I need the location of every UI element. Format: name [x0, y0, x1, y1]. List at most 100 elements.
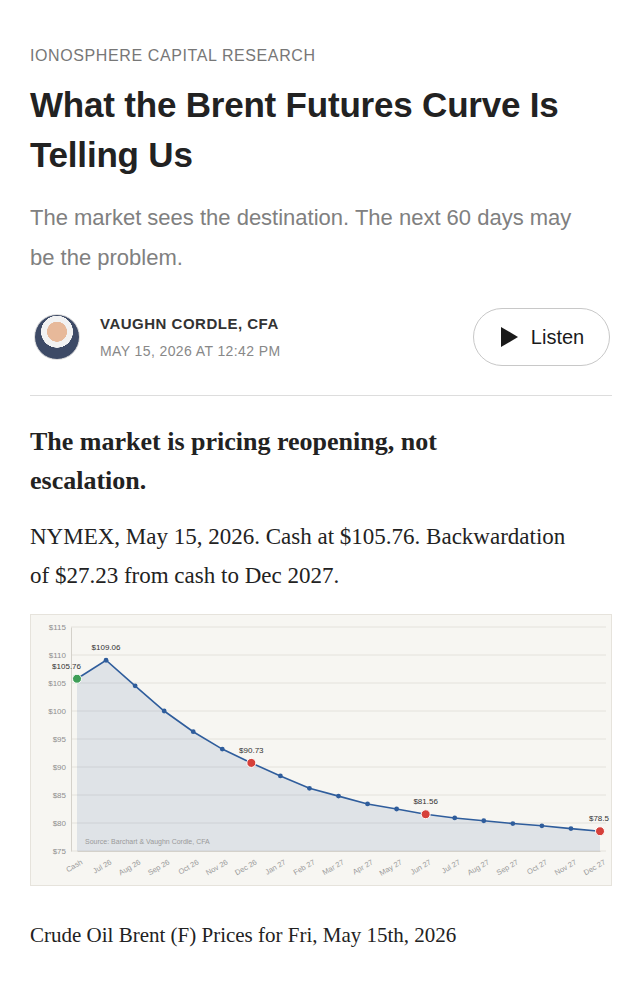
point [191, 729, 196, 734]
y-axis: $75$80$85$90$95$100$105$110$115 [48, 623, 71, 856]
x-tick: Cash [64, 851, 84, 874]
highlight-point [247, 758, 256, 767]
point [220, 747, 225, 752]
x-tick-label: Jul 27 [440, 858, 462, 876]
x-tick-label: Mar 27 [321, 858, 346, 877]
x-tick: Aug 27 [466, 851, 491, 877]
data-label: $109.06 [92, 643, 121, 652]
point [452, 816, 457, 821]
play-triangle[interactable] [501, 327, 518, 347]
data-labels: $105.76 $109.06 $90.73 $81.56 $78.5 [52, 643, 609, 823]
data-label: $90.73 [239, 746, 264, 755]
x-tick-label: Nov 26 [204, 858, 229, 878]
data-label: $105.76 [52, 662, 81, 671]
x-tick-label: Nov 27 [553, 858, 578, 878]
grid-line [71, 683, 606, 684]
x-tick-label: May 27 [378, 858, 404, 878]
y-tick: $95 [53, 735, 71, 744]
y-tick-label: $85 [53, 791, 67, 800]
x-tick: Feb 27 [292, 851, 317, 877]
y-tick: $105 [48, 679, 71, 688]
y-tick: $80 [53, 819, 71, 828]
x-tick: Oct 26 [177, 851, 201, 876]
y-tick-label: $95 [53, 735, 67, 744]
y-tick: $75 [53, 847, 71, 856]
x-tick-label: Dec 27 [582, 858, 607, 878]
area-fill [77, 660, 600, 851]
publication: IONOSPHERE CAPITAL RESEARCH [30, 47, 316, 65]
data-label: $81.56 [413, 797, 438, 806]
divider [30, 395, 612, 396]
y-tick: $90 [53, 763, 71, 772]
x-tick: Jul 26 [91, 851, 113, 875]
point [569, 826, 574, 831]
x-tick-label: Jun 27 [409, 858, 433, 877]
x-tick-label: Feb 27 [292, 858, 317, 877]
y-tick-label: $90 [53, 763, 67, 772]
x-tick-label: Jul 26 [91, 858, 113, 876]
point [394, 807, 399, 812]
y-tick: $110 [49, 651, 71, 660]
y-tick-label: $100 [48, 707, 66, 716]
x-tick: Jul 27 [440, 851, 462, 875]
x-tick: Apr 27 [351, 851, 375, 876]
chart-background [31, 615, 612, 886]
chart: $75$80$85$90$95$100$105$110$115CashJul 2… [30, 614, 612, 886]
point [133, 683, 138, 688]
x-tick: Nov 26 [204, 851, 229, 877]
x-axis: Cash Jul 26Aug 26Sep 26 Oct 26Nov 26Dec 26… [64, 851, 607, 878]
x-tick-label: Cash [64, 858, 84, 875]
x-tick: Sep 27 [495, 851, 520, 877]
y-tick-label: $105 [48, 679, 66, 688]
x-tick: Aug 26 [117, 851, 142, 877]
play-icon[interactable] [499, 326, 519, 348]
point [336, 794, 341, 799]
x-tick-label: Oct 26 [177, 858, 201, 877]
listen-label[interactable]: Listen [531, 326, 584, 349]
point [365, 802, 370, 807]
y-tick: $100 [48, 707, 71, 716]
point [278, 774, 283, 779]
subtitle: The market sees the destination. The nex… [30, 198, 600, 278]
highlight-point [421, 810, 430, 819]
highlight-point [73, 674, 82, 683]
grid-line [71, 627, 606, 628]
x-tick: Sep 26 [146, 851, 171, 877]
y-tick-label: $75 [53, 847, 67, 856]
author-avatar [34, 314, 80, 360]
x-tick: Jun 27 [409, 851, 433, 877]
source-note: Source: Barchart & Vaughn Cordle, CFA [85, 838, 210, 846]
x-tick: Nov 27 [553, 851, 578, 877]
point [162, 709, 167, 714]
x-tick-label: Dec 26 [233, 858, 258, 878]
x-tick: Jan 27 [263, 851, 287, 877]
x-tick: Oct 27 [525, 851, 549, 876]
x-tick-label: Sep 27 [495, 858, 520, 878]
x-tick-label: Aug 27 [466, 858, 491, 878]
data-label: $78.5 [589, 814, 610, 823]
listen-button[interactable]: Listen [473, 308, 610, 366]
x-tick: Dec 26 [233, 851, 258, 877]
x-tick-label: Apr 27 [351, 858, 375, 877]
y-tick-label: $110 [49, 651, 67, 660]
point [510, 821, 515, 826]
x-tick: Dec 27 [582, 851, 607, 877]
highlight-point [596, 827, 605, 836]
plot-area [73, 658, 605, 851]
point [539, 823, 544, 828]
x-tick-label: Aug 26 [117, 858, 142, 878]
y-tick-label: $80 [53, 819, 67, 828]
x-tick: May 27 [378, 851, 404, 878]
x-tick: Mar 27 [321, 851, 346, 877]
y-tick: $85 [53, 791, 71, 800]
paragraph: NYMEX, May 15, 2026. Cash at $105.76. Ba… [30, 517, 590, 595]
grid [71, 627, 606, 851]
x-tick-label: Sep 26 [146, 858, 171, 878]
author-date: MAY 15, 2026 AT 12:42 PM [100, 341, 281, 361]
title: What the Brent Futures Curve Is Telling … [30, 80, 620, 180]
x-axis-line [78, 851, 601, 852]
x-tick-label: Jan 27 [263, 858, 287, 877]
x-tick-label: Oct 27 [525, 858, 549, 877]
price-line [77, 660, 600, 831]
grid-line [71, 655, 606, 656]
